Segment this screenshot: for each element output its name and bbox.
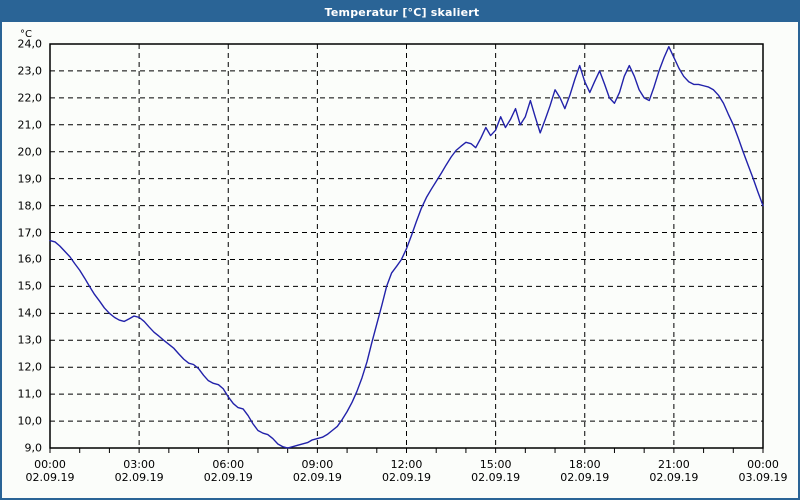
x-axis-tick-date: 02.09.19	[382, 471, 431, 484]
x-axis-tick-date: 02.09.19	[25, 471, 75, 484]
x-gridlines	[138, 44, 675, 448]
y-axis-tick-label: 14,0	[17, 306, 43, 320]
y-axis-tick-label: 12,0	[17, 360, 43, 374]
x-axis-tick-label: 18:00 02.09.19	[560, 458, 609, 484]
x-axis-tick-date: 02.09.19	[292, 471, 342, 484]
x-axis-tick-time: 21:00	[658, 458, 690, 471]
x-axis-tick-date: 02.09.19	[649, 471, 699, 484]
y-axis-tick-label: 20,0	[17, 145, 43, 159]
x-axis-tick-time: 15:00	[479, 458, 512, 471]
x-axis-tick-label: 03:00 02.09.19	[115, 458, 164, 484]
temperature-series-line	[49, 45, 764, 449]
y-axis-tick-label: 13,0	[17, 333, 43, 347]
x-axis-tick-label: 12:00 02.09.19	[382, 458, 431, 484]
y-axis-tick-label: 19,0	[17, 172, 43, 186]
x-axis-tick-time: 09:00	[301, 458, 334, 471]
y-axis-tick-label: 24,0	[17, 37, 43, 51]
y-axis-tick-label: 10,0	[17, 414, 43, 428]
x-axis-tick-date: 03.09.19	[738, 471, 788, 484]
y-axis-unit-label: °C	[20, 29, 32, 40]
x-axis-tick-time: 00:00	[34, 458, 66, 471]
x-axis-tick-date: 02.09.19	[560, 471, 610, 484]
page-title: Temperatur [°C] skaliert	[324, 5, 480, 19]
y-gridlines	[50, 43, 763, 422]
x-axis-tick-time: 18:00	[568, 458, 601, 471]
y-axis-tick-label: 15,0	[17, 279, 43, 293]
y-axis-tick-label: 9,0	[24, 441, 43, 455]
x-axis-tick-time: 00:00	[747, 458, 779, 471]
x-axis-tick-date: 02.09.19	[114, 471, 164, 484]
x-axis-tick-time: 12:00	[390, 458, 423, 471]
y-axis-tick-label: 16,0	[17, 252, 43, 266]
x-axis-tick-label: 00:00 03.09.19	[739, 458, 788, 484]
x-axis-tick-time: 06:00	[212, 458, 245, 471]
y-axis-tick-label: 23,0	[17, 64, 43, 78]
x-axis-tick-date: 02.09.19	[203, 471, 253, 484]
y-axis-tick-label: 21,0	[17, 118, 43, 132]
chart-area: °C 24,0 23,0 22,0 21,0 20,0 19,0 18,0 17,0 16,0 1…	[2, 22, 798, 498]
y-axis-tick-label: 18,0	[17, 199, 43, 213]
window-title-bar: Temperatur [°C] skaliert	[2, 2, 798, 22]
y-axis-tick-label: 17,0	[17, 226, 43, 240]
temperature-line-plot	[49, 43, 764, 453]
x-axis-tick-label: 09:00 02.09.19	[293, 458, 342, 484]
x-axis-minor-ticks	[49, 448, 764, 453]
plot-border	[49, 43, 764, 449]
x-axis-tick-date: 02.09.19	[471, 471, 521, 484]
x-axis-tick-time: 03:00	[123, 458, 155, 471]
x-axis-tick-label: 21:00 02.09.19	[649, 458, 698, 484]
x-axis-tick-label: 00:00 02.09.19	[26, 458, 75, 484]
y-axis-tick-label: 11,0	[17, 387, 43, 401]
y-axis-tick-label: 22,0	[17, 91, 43, 105]
x-axis-tick-label: 15:00 02.09.19	[471, 458, 520, 484]
x-axis-tick-label: 06:00 02.09.19	[204, 458, 253, 484]
